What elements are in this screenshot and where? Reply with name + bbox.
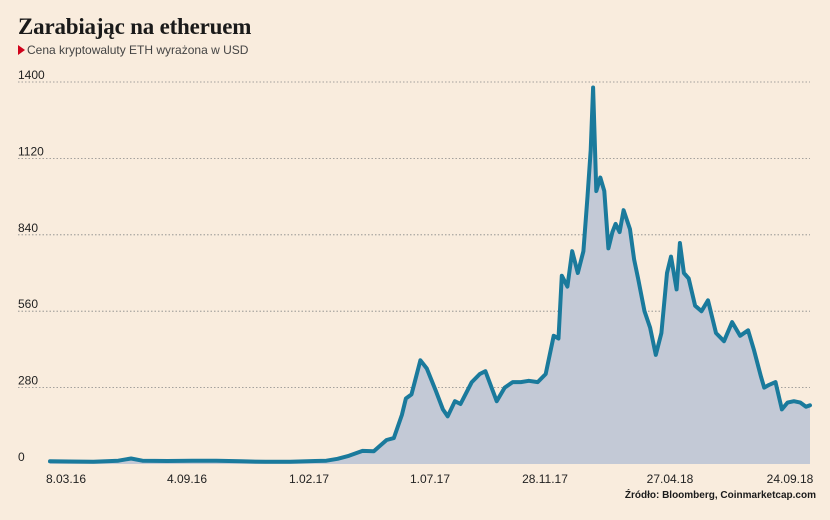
source-note: Źródło: Bloomberg, Coinmarketcap.com <box>624 490 816 501</box>
chart-title: Zarabiając na etheruem <box>18 14 252 39</box>
x-tick-label: 28.11.17 <box>522 472 568 486</box>
y-tick-label: 1120 <box>18 144 44 158</box>
y-tick-label: 0 <box>18 450 25 464</box>
triangle-marker-icon <box>18 45 25 55</box>
y-tick-label: 840 <box>18 221 38 235</box>
x-tick-label: 1.02.17 <box>289 472 329 486</box>
x-tick-label: 1.07.17 <box>410 472 450 486</box>
x-tick-label: 4.09.16 <box>167 472 207 486</box>
y-tick-label: 560 <box>18 297 38 311</box>
series-line <box>48 85 812 464</box>
x-tick-label: 27.04.18 <box>647 472 694 486</box>
x-tick-label: 24.09.18 <box>767 472 814 486</box>
y-tick-label: 280 <box>18 374 38 388</box>
y-tick-label: 1400 <box>18 68 45 82</box>
series-area <box>50 87 810 464</box>
chart-subtitle-text: Cena kryptowaluty ETH wyrażona w USD <box>27 43 249 57</box>
x-tick-label: 8.03.16 <box>46 472 86 486</box>
chart-subtitle: Cena kryptowaluty ETH wyrażona w USD <box>18 43 248 57</box>
